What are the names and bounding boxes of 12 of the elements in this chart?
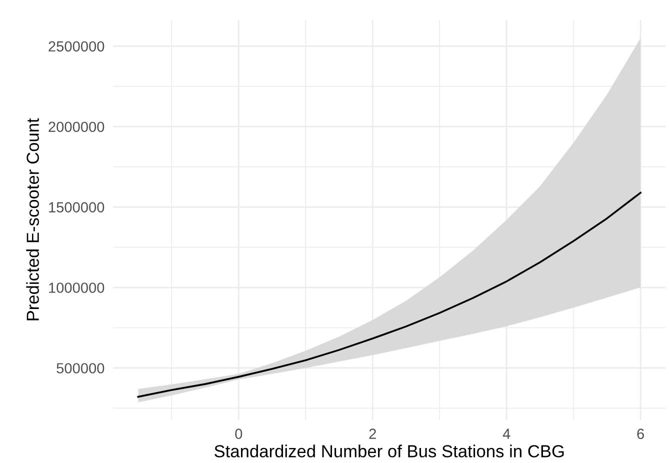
x-tick-label: 6 <box>637 428 644 439</box>
y-tick-label: 1500000 <box>49 202 104 212</box>
y-tick-label: 2000000 <box>48 122 104 132</box>
line-series <box>137 192 642 398</box>
x-tick-label: 4 <box>502 428 510 439</box>
y-tick-label: 500000 <box>56 363 104 374</box>
x-tick-label: 2 <box>369 428 376 439</box>
y-tick-label: 2500000 <box>48 41 104 52</box>
y-tick-label: 1000000 <box>49 282 104 293</box>
y-axis-title: Predicted E-scooter Count <box>26 118 39 320</box>
x-axis-title: Standardized Number of Bus Stations in CBG <box>214 444 564 458</box>
x-tick-label: 0 <box>235 428 242 439</box>
